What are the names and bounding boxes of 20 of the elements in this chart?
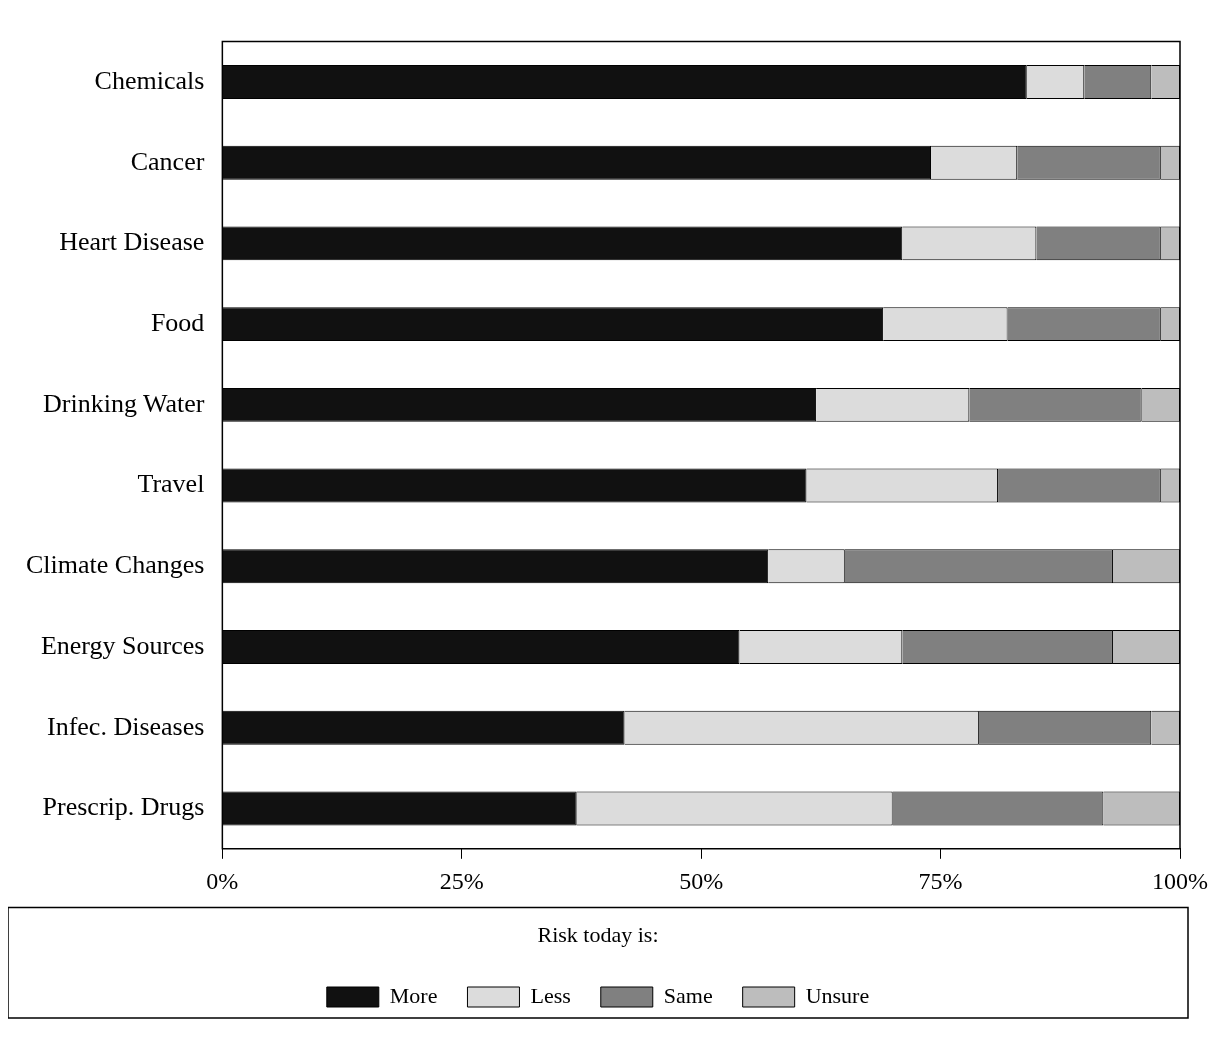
y-tick-label: Energy Sources (40, 630, 205, 660)
y-tick-label: Food (150, 307, 205, 337)
legend-label: More (389, 982, 438, 1008)
x-tick-label: 0% (206, 868, 239, 895)
x-tick-label: 100% (1152, 868, 1208, 895)
y-tick-label: Cancer (130, 146, 205, 176)
x-tick-label: 25% (439, 868, 484, 895)
x-tick-label: 50% (679, 868, 724, 895)
y-tick-label: Prescrip. Drugs (42, 792, 205, 822)
y-tick-label: Travel (137, 469, 205, 499)
y-tick-label: Climate Changes (26, 550, 205, 580)
legend-label: Same (663, 982, 713, 1008)
legend-label: Unsure (805, 982, 870, 1008)
x-tick-label: 75% (918, 868, 963, 895)
y-tick-label: Heart Disease (59, 227, 205, 257)
y-tick-label: Drinking Water (43, 388, 205, 418)
y-tick-label: Infec. Diseases (46, 711, 205, 741)
legend-label: Less (530, 982, 571, 1008)
y-tick-label: Chemicals (94, 65, 205, 95)
legend-title: Risk today is: (537, 922, 659, 948)
